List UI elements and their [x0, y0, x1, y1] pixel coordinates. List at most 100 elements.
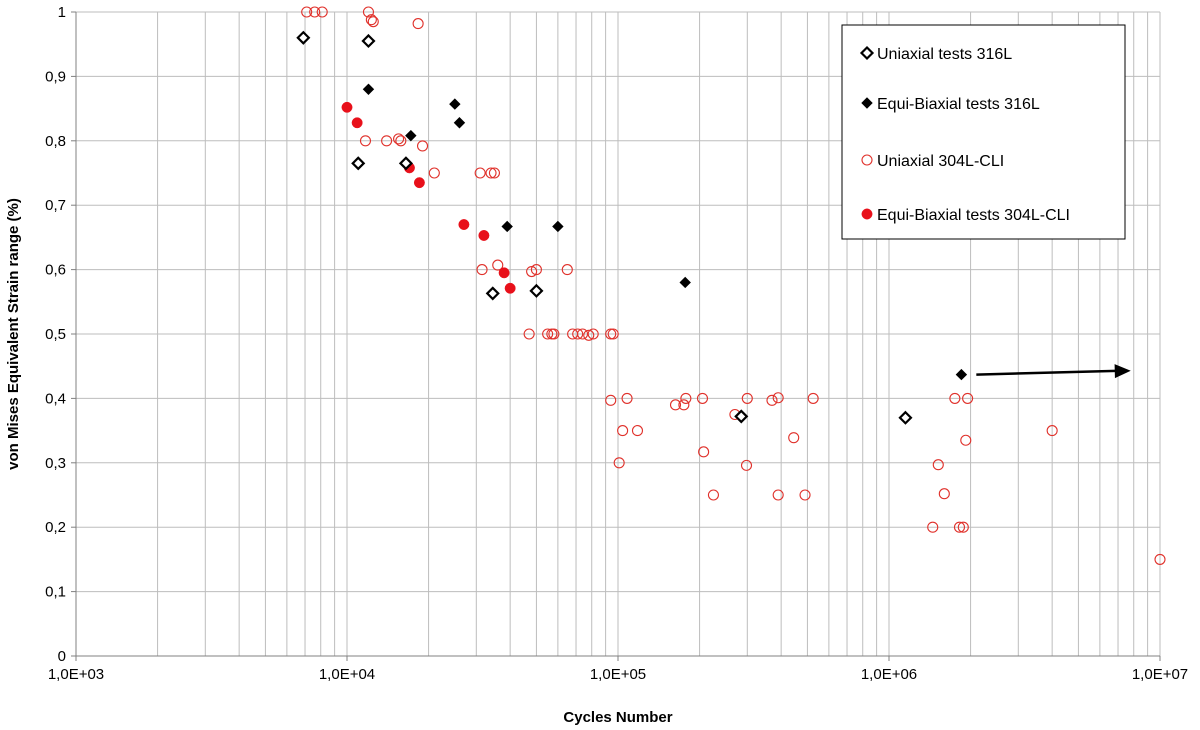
y-tick-label: 1 [58, 4, 66, 21]
data-point [631, 425, 644, 437]
legend-item: Equi-Biaxial tests 304L-CLI [861, 207, 1070, 224]
data-point [548, 328, 560, 340]
data-point [474, 167, 486, 179]
legend-items: Uniaxial tests 316L Equi-Biaxial tests 31… [859, 45, 1070, 224]
data-point [960, 434, 972, 446]
data-point [529, 283, 544, 298]
data-point [301, 6, 313, 18]
data-point [772, 392, 784, 404]
y-tick-label: 0,6 [45, 262, 66, 279]
x-tick-label: 1,0E+05 [590, 666, 646, 683]
data-point [458, 219, 470, 230]
x-tick-label: 1,0E+04 [319, 666, 375, 683]
data-point [478, 230, 490, 241]
data-point [696, 392, 709, 404]
data-point [492, 259, 504, 271]
data-point [530, 264, 542, 276]
data-point [669, 399, 682, 411]
data-point [898, 410, 913, 425]
data-point [362, 83, 375, 95]
arrow-head [1114, 364, 1131, 379]
data-point [807, 392, 819, 404]
data-point [526, 265, 538, 278]
data-point [412, 18, 424, 30]
data-point [734, 409, 749, 424]
data-point [583, 329, 595, 341]
x-tick-labels: 1,0E+03 1,0E+04 1,0E+05 1,0E+06 1,0E+07 [48, 666, 1188, 683]
data-point [296, 30, 311, 45]
data-point [605, 328, 617, 340]
y-tick-label: 0,3 [45, 455, 66, 472]
data-point [957, 521, 969, 533]
series-diamond-open [296, 30, 913, 425]
legend-marker [861, 208, 873, 220]
legend-item: Equi-Biaxial tests 316L [861, 96, 1040, 113]
data-point [351, 117, 363, 129]
data-points [296, 6, 1166, 565]
data-point [485, 167, 497, 179]
legend-marker [861, 97, 873, 109]
y-tick-label: 0,7 [45, 197, 66, 214]
legend-box [841, 24, 1126, 240]
data-point [938, 488, 950, 500]
legend-label: Equi-Biaxial tests 304L-CLI [877, 207, 1070, 224]
data-point [361, 33, 376, 49]
data-point [607, 328, 619, 340]
y-tick-label: 0 [58, 648, 66, 665]
data-point [572, 328, 584, 340]
data-point [413, 177, 425, 189]
data-point [741, 392, 753, 404]
plot-frame [71, 11, 1161, 661]
y-tick-label: 0,8 [45, 133, 66, 150]
arrow-shaft [976, 369, 1121, 376]
data-point [359, 135, 372, 147]
legend-item: Uniaxial tests 316L [859, 45, 1012, 63]
data-point [316, 6, 328, 18]
data-point [932, 459, 944, 471]
data-point [453, 117, 466, 129]
legend-label: Uniaxial 304L-CLI [877, 153, 1004, 170]
data-point [927, 521, 939, 533]
data-point [449, 98, 461, 110]
data-point [698, 446, 710, 458]
data-point [428, 167, 440, 179]
y-tick-label: 0,4 [45, 390, 66, 407]
data-point [405, 129, 417, 142]
data-point [485, 286, 500, 301]
data-point [504, 282, 516, 294]
data-point [395, 135, 407, 147]
data-point [341, 101, 353, 113]
data-point [577, 328, 589, 340]
data-point [416, 140, 429, 152]
data-point [498, 267, 510, 279]
y-axis-title: von Mises Equivalent Strain range (%) [5, 198, 22, 470]
data-point [707, 489, 719, 501]
data-point [501, 220, 513, 233]
data-point [799, 489, 811, 501]
data-point [788, 432, 800, 444]
data-point [766, 394, 778, 406]
y-tick-label: 0,9 [45, 68, 66, 85]
data-point [740, 459, 753, 471]
annotations [976, 364, 1131, 379]
legend: Uniaxial tests 316L Equi-Biaxial tests 31… [841, 24, 1126, 240]
x-tick-label: 1,0E+03 [48, 666, 104, 683]
data-point [398, 156, 413, 171]
data-point [542, 328, 554, 340]
data-point [476, 264, 488, 276]
data-point [561, 264, 573, 276]
data-point [949, 392, 961, 404]
data-point [617, 425, 629, 437]
data-point [362, 6, 375, 18]
y-tick-label: 0,5 [45, 326, 66, 343]
data-point [552, 220, 564, 233]
series-circle-filled [341, 101, 516, 294]
data-point [1154, 553, 1166, 565]
data-point [613, 457, 625, 469]
data-point [365, 14, 377, 26]
x-tick-label: 1,0E+06 [861, 666, 917, 683]
series-diamond-filled [362, 83, 968, 381]
data-point [1046, 425, 1058, 437]
data-point [955, 368, 968, 381]
